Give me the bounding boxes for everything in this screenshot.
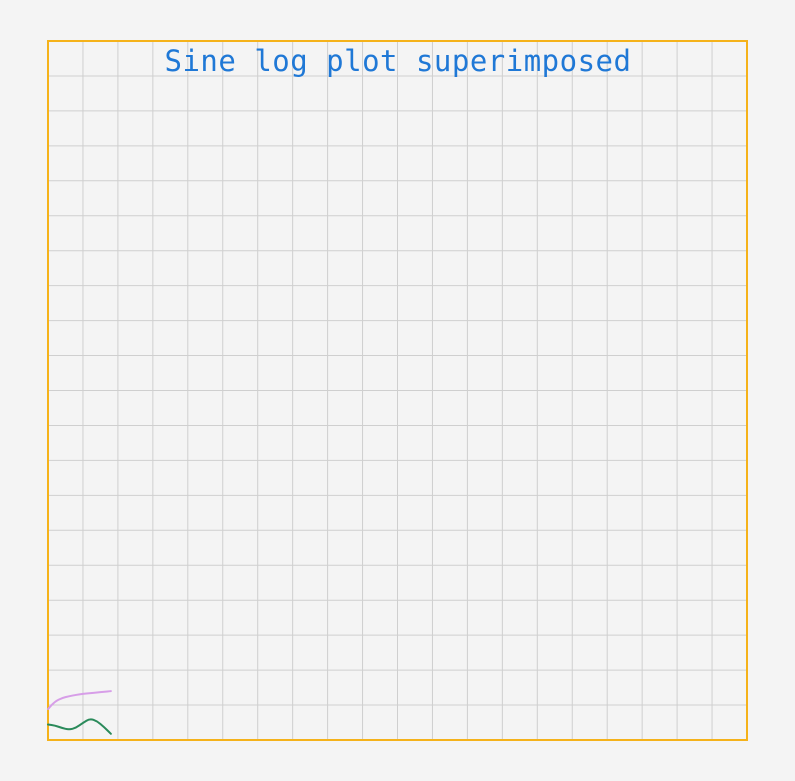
series-line-2 bbox=[47, 718, 112, 735]
grid bbox=[48, 41, 747, 740]
plot-frame bbox=[47, 40, 748, 741]
chart-title: Sine log plot superimposed bbox=[165, 44, 632, 78]
series-group bbox=[47, 690, 112, 735]
series-line-1 bbox=[47, 690, 112, 711]
